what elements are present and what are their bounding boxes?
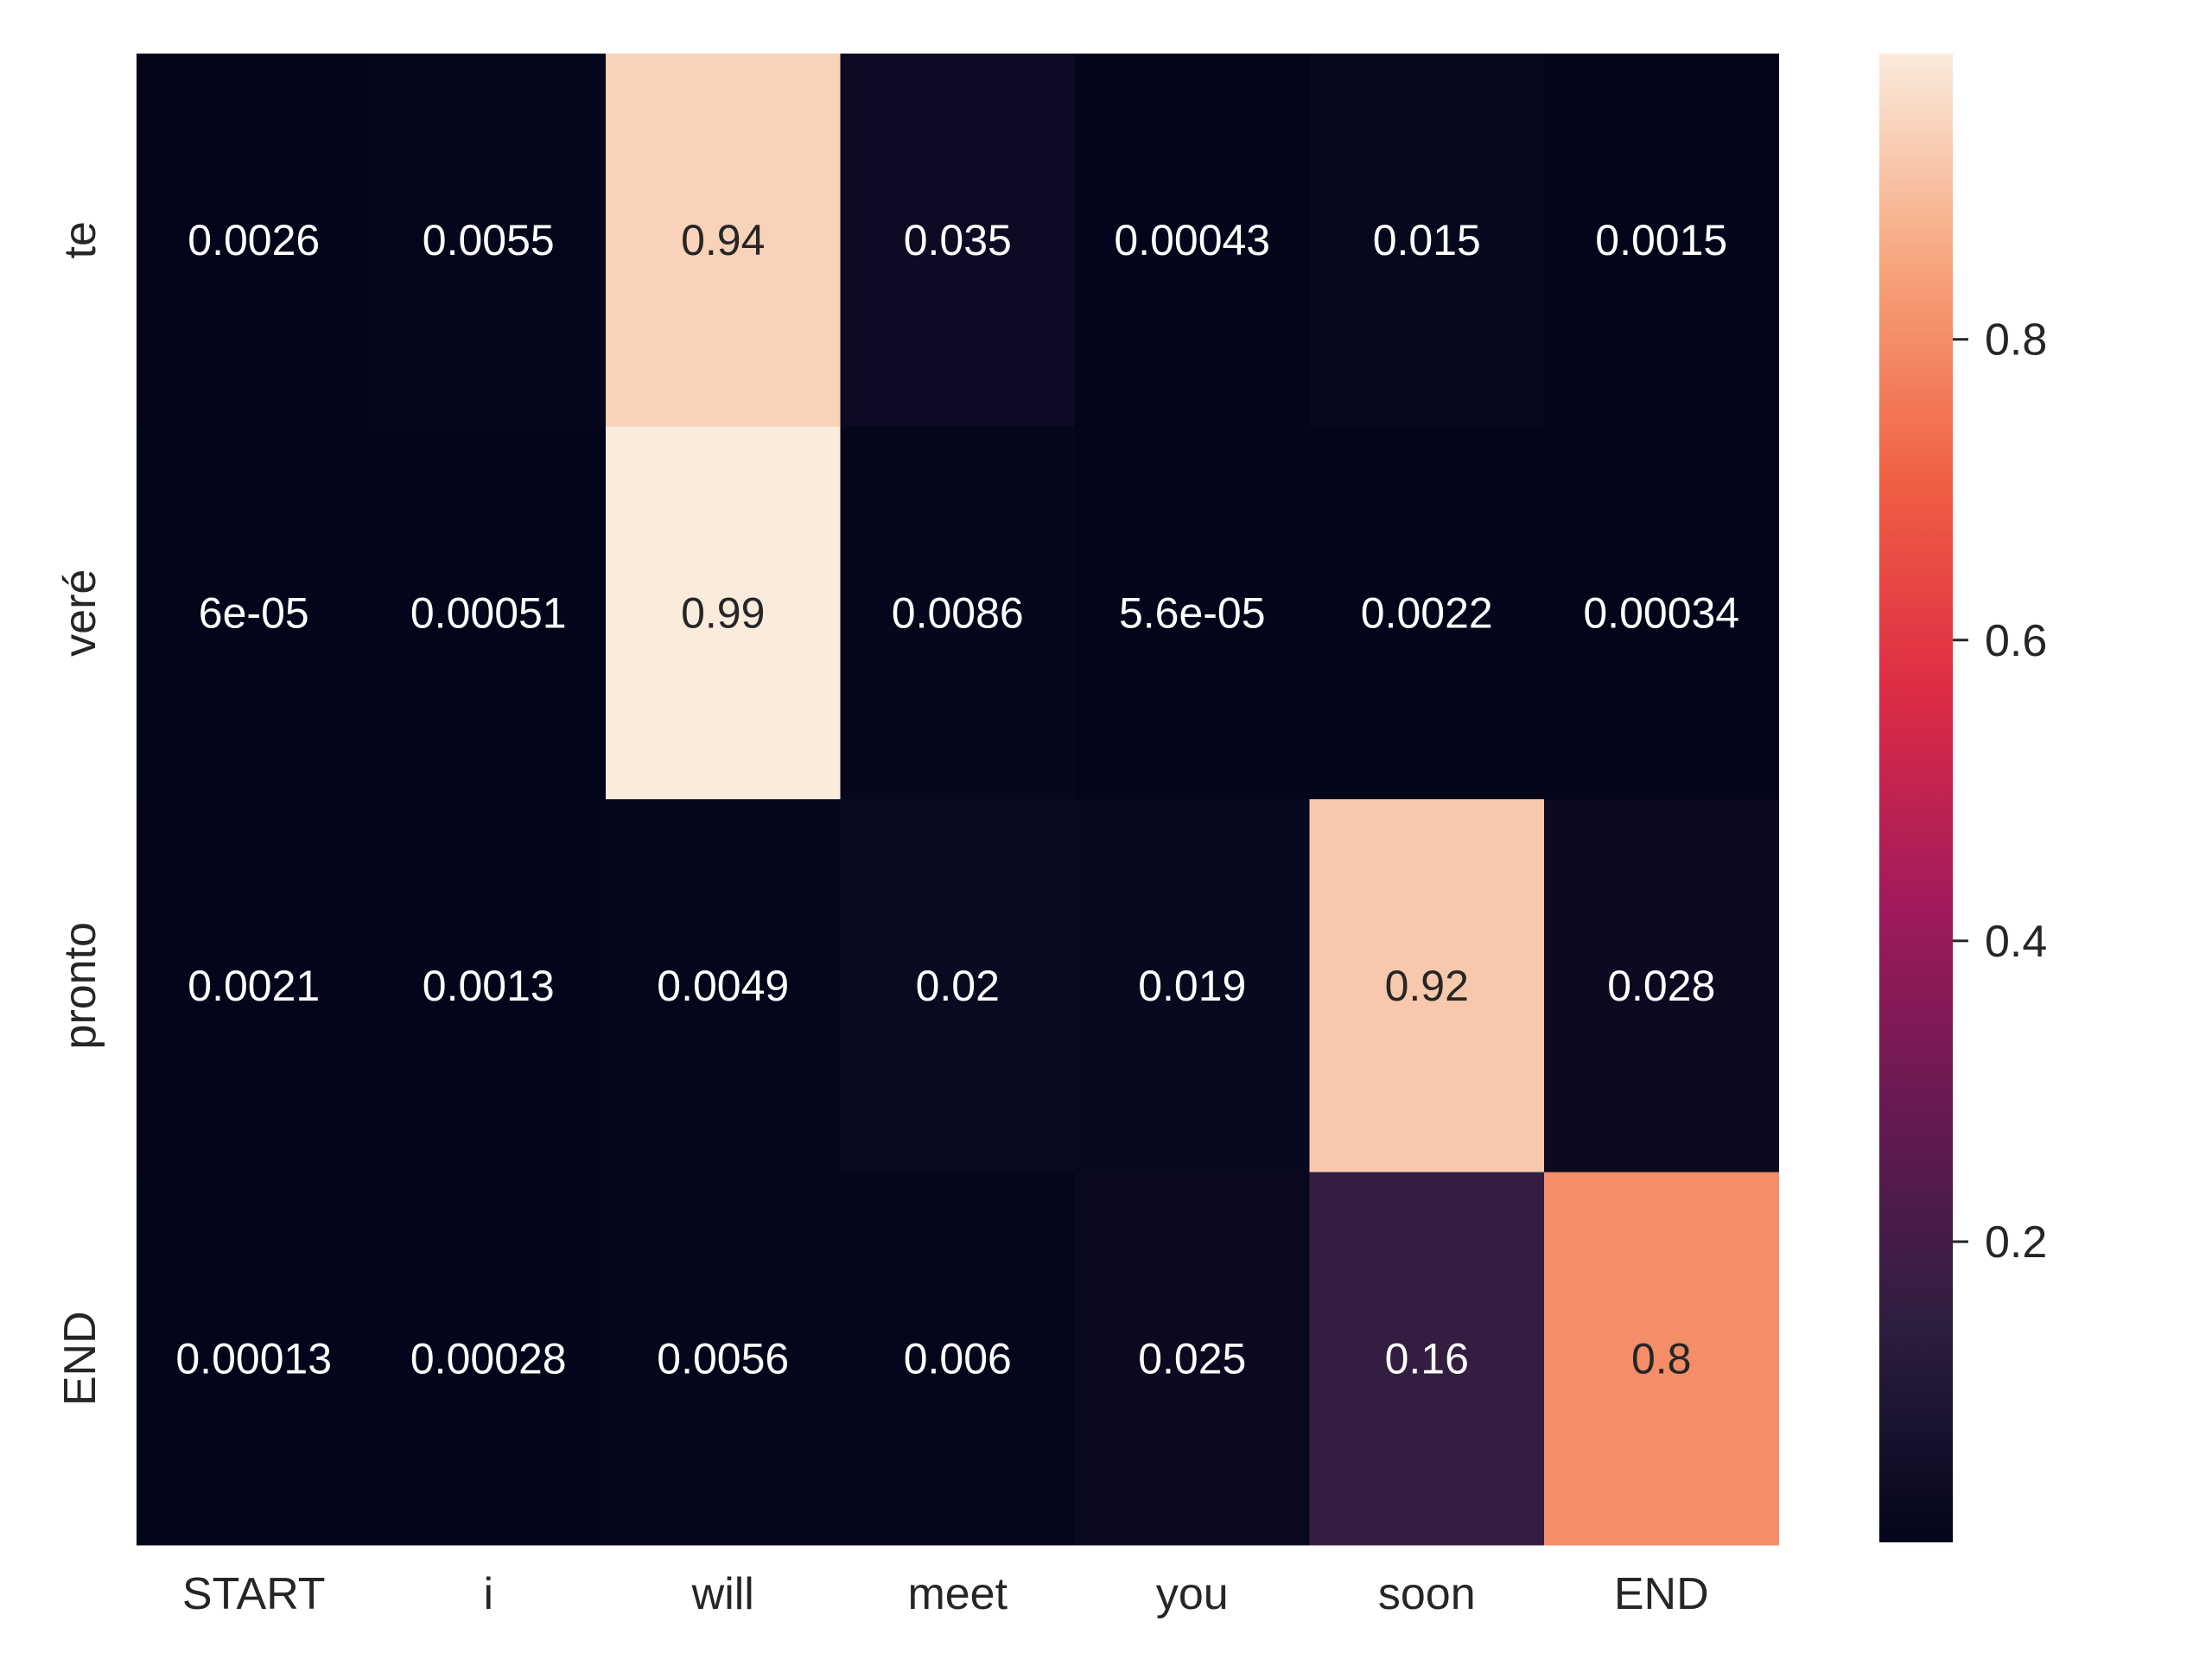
x-tick-label: END (1614, 1569, 1709, 1619)
x-tick-label: will (691, 1569, 754, 1619)
colorbar-tick-label: 0.8 (1985, 315, 2047, 365)
heatmap-cell (840, 1172, 1076, 1546)
cell-value-label: 0.00043 (1114, 216, 1270, 264)
colorbar-tick-label: 0.2 (1985, 1217, 2047, 1268)
cell-value-label: 0.0055 (423, 216, 555, 264)
cell-value-label: 0.0015 (1595, 216, 1727, 264)
x-tick-label: START (182, 1569, 326, 1619)
colorbar-ticks: 0.2 0.4 0.6 0.8 (1953, 315, 2047, 1268)
cell-value-label: 0.00013 (175, 1334, 332, 1382)
heatmap-cell (840, 426, 1076, 800)
cell-value-label: 0.00034 (1583, 588, 1739, 637)
heatmap-cell (1544, 799, 1779, 1173)
cell-value-label: 0.0022 (1361, 588, 1493, 637)
heatmap-cell (1075, 54, 1310, 427)
heatmap-cell (1075, 1172, 1310, 1546)
y-axis-ticks: te veré pronto END (55, 221, 105, 1406)
colorbar-tick-label: 0.4 (1985, 917, 2047, 967)
cell-value-label: 0.0049 (657, 962, 789, 1010)
colorbar (1879, 54, 1953, 1542)
cell-value-label: 0.02 (916, 962, 1000, 1010)
heatmap-cell (1075, 799, 1310, 1173)
cell-value-label: 0.0026 (188, 216, 320, 264)
heatmap-cell (1309, 426, 1545, 800)
y-tick-label: veré (55, 569, 105, 657)
heatmap-cell (137, 799, 372, 1173)
heatmap-cell (371, 54, 607, 427)
heatmap-cell (1309, 799, 1545, 1173)
cell-value-label: 0.92 (1385, 962, 1469, 1010)
cell-value-label: 0.0086 (892, 588, 1024, 637)
cell-value-label: 0.028 (1607, 962, 1715, 1010)
x-tick-label: meet (907, 1569, 1007, 1619)
heatmap-cell (606, 1172, 841, 1546)
cell-value-label: 0.006 (904, 1334, 1012, 1382)
heatmap-cell (840, 799, 1076, 1173)
cell-value-label: 0.0013 (423, 962, 555, 1010)
cell-value-label: 5.6e-05 (1119, 588, 1266, 637)
heatmap-cell (371, 799, 607, 1173)
y-tick-label: te (55, 221, 105, 258)
heatmap-cell (137, 1172, 372, 1546)
heatmap-cell (371, 426, 607, 800)
cell-value-label: 0.015 (1373, 216, 1481, 264)
cell-value-label: 0.99 (681, 588, 765, 637)
x-axis-ticks: START i will meet you soon END (182, 1569, 1709, 1619)
cell-value-label: 6e-05 (199, 588, 309, 637)
colorbar-tick-label: 0.6 (1985, 616, 2047, 666)
heatmap-cell (371, 1172, 607, 1546)
heatmap-cell (606, 426, 841, 800)
cell-value-label: 0.94 (681, 216, 765, 264)
cell-value-label: 0.0056 (657, 1334, 789, 1382)
x-tick-label: soon (1378, 1569, 1476, 1619)
cell-value-label: 0.8 (1631, 1334, 1692, 1382)
x-tick-label: you (1156, 1569, 1229, 1619)
cell-value-label: 0.0021 (188, 962, 320, 1010)
x-tick-label: i (483, 1569, 493, 1619)
heatmap-cell (1309, 54, 1545, 427)
heatmap-cell-labels: 0.0026 0.0055 0.94 0.035 0.00043 0.015 0.0015 6… (175, 216, 1739, 1383)
cell-value-label: 0.019 (1138, 962, 1246, 1010)
cell-value-label: 0.16 (1385, 1334, 1469, 1382)
heatmap-cell (606, 54, 841, 427)
heatmap-cell (137, 54, 372, 427)
heatmap-cell (137, 426, 372, 800)
heatmap-cell (1544, 1172, 1779, 1546)
cell-value-label: 0.025 (1138, 1334, 1246, 1382)
heatmap-cells (137, 54, 1779, 1546)
heatmap-cell (606, 799, 841, 1173)
heatmap-cell (1544, 54, 1779, 427)
heatmap-cell (1075, 426, 1310, 800)
heatmap-cell (840, 54, 1076, 427)
cell-value-label: 0.035 (904, 216, 1012, 264)
cell-value-label: 0.00028 (410, 1334, 567, 1382)
heatmap-cell (1309, 1172, 1545, 1546)
y-tick-label: pronto (55, 922, 105, 1049)
heatmap-cell (1544, 426, 1779, 800)
y-tick-label: END (55, 1311, 105, 1406)
cell-value-label: 0.00051 (410, 588, 567, 637)
